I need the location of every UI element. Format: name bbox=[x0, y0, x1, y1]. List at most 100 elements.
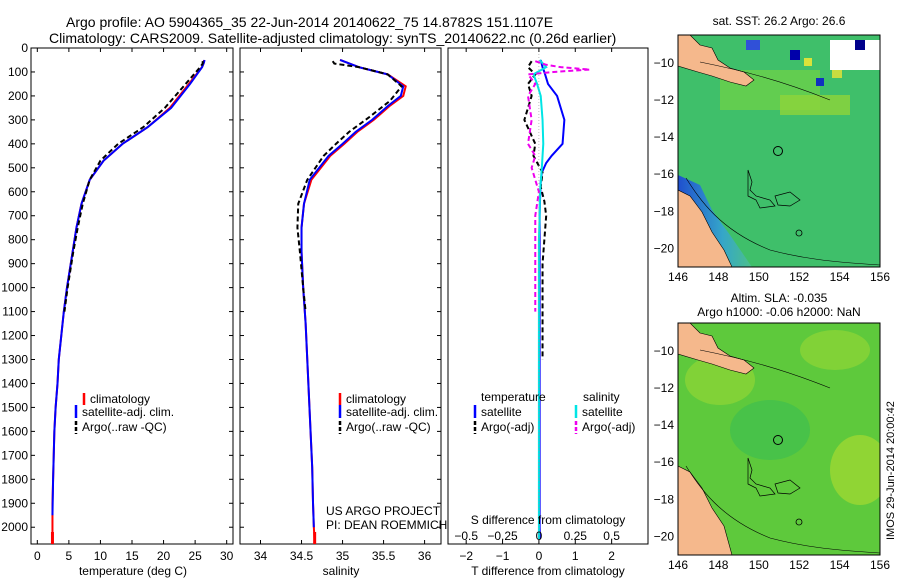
map-y-tick-label: −20 bbox=[654, 241, 675, 255]
y-tick-label: 0 bbox=[21, 41, 28, 55]
map-x-tick-label: 156 bbox=[870, 558, 890, 572]
x-tick-label: 35 bbox=[336, 549, 350, 563]
x-tick-label: 34.5 bbox=[290, 549, 314, 563]
y-tick-label: 1100 bbox=[2, 305, 28, 319]
x-tick-label: 0 bbox=[536, 549, 543, 563]
x-tick-label: 20 bbox=[157, 549, 171, 563]
series-climatology bbox=[300, 59, 407, 542]
map-x-tick-label: 148 bbox=[708, 558, 728, 572]
map-y-tick-label: −16 bbox=[654, 167, 675, 181]
temperature-legend: climatology satellite-adj. clim. Argo(..… bbox=[74, 392, 174, 434]
legend-satellite: satellite-adj. clim. bbox=[82, 405, 174, 419]
sst-warm-patch bbox=[780, 95, 850, 115]
sla-low-patch bbox=[730, 400, 810, 460]
map-x-tick-label: 152 bbox=[789, 558, 809, 572]
map-x-tick-label: 150 bbox=[749, 558, 769, 572]
land-australia bbox=[678, 189, 733, 267]
y-tick-label: 800 bbox=[8, 233, 28, 247]
sst-hot-pixel bbox=[804, 58, 812, 66]
salinity-legend: climatology satellite-adj. clim. Argo(..… bbox=[338, 392, 438, 434]
s-x-tick-label: 0.5 bbox=[603, 529, 620, 543]
series-argo-raw-qc bbox=[63, 61, 204, 312]
series-s-satellite bbox=[532, 59, 548, 540]
reef-outline bbox=[774, 479, 801, 495]
salinity-panel-frame bbox=[239, 47, 442, 545]
legend-s-satellite: satellite bbox=[582, 405, 623, 419]
y-tick-label: 1900 bbox=[1, 496, 28, 510]
map-x-tick-label: 156 bbox=[870, 270, 890, 284]
map-x-tick-label: 154 bbox=[830, 270, 850, 284]
series-s-argo-adj bbox=[526, 60, 590, 312]
x-tick-label: 36 bbox=[418, 549, 432, 563]
legend-argo: Argo(..raw -QC) bbox=[82, 420, 167, 434]
bathymetry-contour bbox=[685, 61, 880, 266]
x-tick-label: 0 bbox=[34, 549, 41, 563]
difference-series bbox=[523, 48, 590, 544]
sst-cold-pixel bbox=[855, 40, 865, 50]
argo-position-marker bbox=[773, 146, 783, 156]
map-y-tick-label: −10 bbox=[654, 56, 675, 70]
y-tick-label: 300 bbox=[8, 113, 28, 127]
sla-map bbox=[678, 323, 880, 555]
temperature-xlabel: temperature (deg C) bbox=[79, 564, 187, 578]
difference-panel-frame bbox=[447, 47, 649, 545]
legend-satellite: satellite-adj. clim. bbox=[346, 405, 438, 419]
sla-high-patch bbox=[800, 330, 870, 370]
x-tick-label: 35.5 bbox=[372, 549, 396, 563]
y-tick-label: 1200 bbox=[1, 329, 28, 343]
y-tick-label: 1800 bbox=[1, 472, 28, 486]
legend-group-salinity: salinity bbox=[583, 390, 620, 404]
y-tick-label: 1000 bbox=[1, 281, 28, 295]
pi-annotation: PI: DEAN ROEMMICH bbox=[326, 518, 447, 532]
x-tick-label: 5 bbox=[66, 549, 73, 563]
y-tick-label: 200 bbox=[8, 89, 28, 103]
legend-t-argo: Argo(-adj) bbox=[481, 420, 534, 434]
y-tick-label: 1400 bbox=[1, 376, 28, 390]
project-annotation: US ARGO PROJECT bbox=[326, 504, 441, 518]
map-x-tick-label: 148 bbox=[708, 270, 728, 284]
x-tick-label: −2 bbox=[459, 549, 473, 563]
imos-stamp: IMOS 29-Jun-2014 20:00:42 bbox=[885, 401, 897, 540]
x-tick-label: −1 bbox=[496, 549, 510, 563]
series-satellite-adj-clim bbox=[51, 59, 206, 516]
legend-s-argo: Argo(-adj) bbox=[582, 420, 635, 434]
land-new-guinea bbox=[678, 35, 755, 87]
sst-map bbox=[678, 35, 880, 267]
map-y-tick-label: −18 bbox=[654, 492, 675, 506]
map-x-tick-label: 154 bbox=[830, 558, 850, 572]
x-tick-label: 1 bbox=[572, 549, 579, 563]
axis-ticks: 0100200300400500600700800900100011001200… bbox=[1, 41, 890, 572]
sla-map-subtitle: Argo h1000: -0.06 h2000: NaN bbox=[697, 305, 860, 319]
map-y-tick-label: −14 bbox=[654, 130, 675, 144]
sst-map-title: sat. SST: 26.2 Argo: 26.6 bbox=[713, 14, 846, 28]
series-climatology bbox=[51, 59, 205, 540]
series-satellite-adj-clim bbox=[300, 59, 405, 528]
sst-map-frame bbox=[677, 34, 881, 268]
y-tick-label: 500 bbox=[8, 161, 28, 175]
legend-t-satellite: satellite bbox=[481, 405, 522, 419]
sst-hot-pixel bbox=[832, 70, 842, 78]
y-tick-label: 900 bbox=[8, 257, 28, 271]
s-x-tick-label: −0.25 bbox=[487, 529, 518, 543]
s-x-tick-label: −0.5 bbox=[454, 529, 478, 543]
map-y-tick-label: −18 bbox=[654, 204, 675, 218]
island-marker bbox=[795, 518, 803, 526]
s-x-tick-label: 0 bbox=[536, 529, 543, 543]
map-y-tick-label: −12 bbox=[654, 381, 675, 395]
map-x-tick-label: 150 bbox=[749, 270, 769, 284]
sla-map-frame bbox=[677, 322, 881, 556]
s-x-tick-label: 0.25 bbox=[564, 529, 588, 543]
y-tick-label: 2000 bbox=[1, 520, 28, 534]
difference-secondary-xlabel: S difference from climatology bbox=[471, 513, 626, 527]
y-tick-label: 600 bbox=[8, 185, 28, 199]
y-tick-label: 100 bbox=[8, 65, 28, 79]
x-tick-label: 34 bbox=[254, 549, 268, 563]
island-marker bbox=[795, 229, 803, 237]
land-new-guinea bbox=[678, 323, 755, 375]
map-y-tick-label: −20 bbox=[654, 529, 675, 543]
y-tick-label: 1700 bbox=[1, 448, 28, 462]
salinity-xlabel: salinity bbox=[323, 564, 360, 578]
y-tick-label: 1600 bbox=[1, 424, 28, 438]
x-tick-label: 10 bbox=[94, 549, 108, 563]
